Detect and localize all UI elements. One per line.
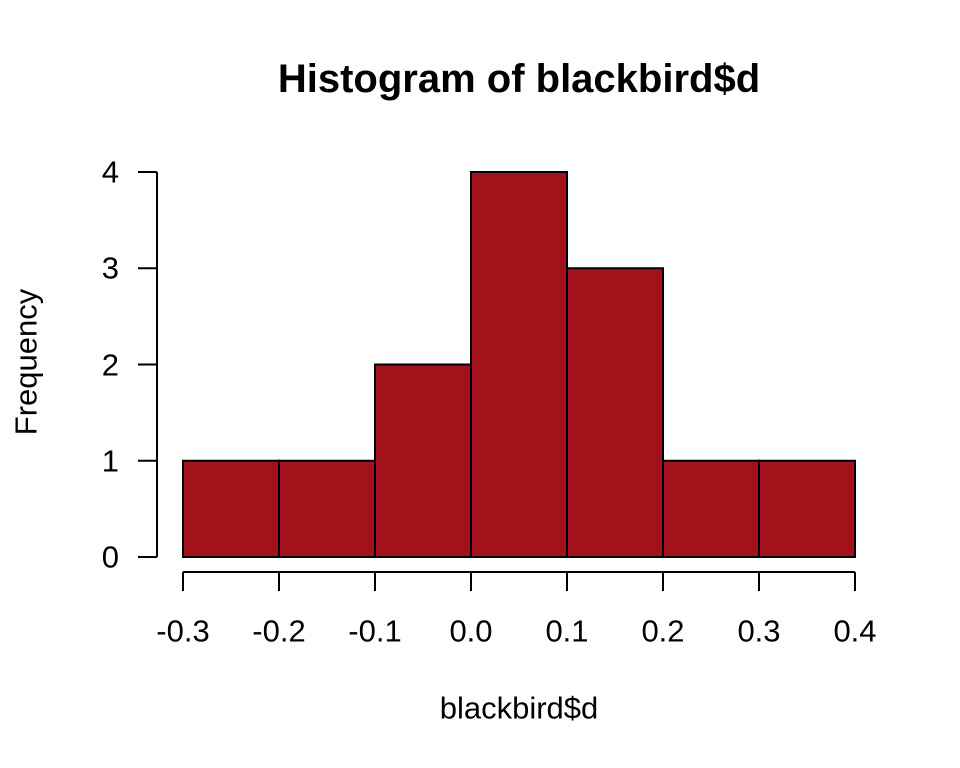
histogram-bar [566, 267, 664, 558]
histogram-bar [374, 363, 472, 558]
x-tick-label: -0.1 [348, 613, 402, 649]
x-tick-label: 0.1 [545, 613, 589, 649]
histogram-bar [662, 459, 760, 558]
x-axis-title: blackbird$d [439, 690, 599, 726]
y-tick-label: 1 [101, 443, 119, 479]
x-tick-label: -0.3 [156, 613, 210, 649]
x-tick-label: 0.4 [833, 613, 877, 649]
x-tick-label: 0.3 [737, 613, 781, 649]
y-tick-label: 4 [101, 154, 119, 190]
histogram-bar [278, 459, 376, 558]
chart-title: Histogram of blackbird$d [277, 57, 761, 101]
histogram-bar [758, 459, 856, 558]
x-tick-label: 0.0 [449, 613, 493, 649]
y-tick-label: 2 [101, 347, 119, 382]
x-tick-label: -0.2 [252, 613, 306, 649]
x-tick-label: 0.2 [641, 613, 685, 649]
histogram-bar [182, 459, 280, 558]
y-tick-label: 3 [101, 250, 119, 286]
histogram-bar [470, 171, 568, 558]
y-tick-label: 0 [101, 539, 119, 575]
